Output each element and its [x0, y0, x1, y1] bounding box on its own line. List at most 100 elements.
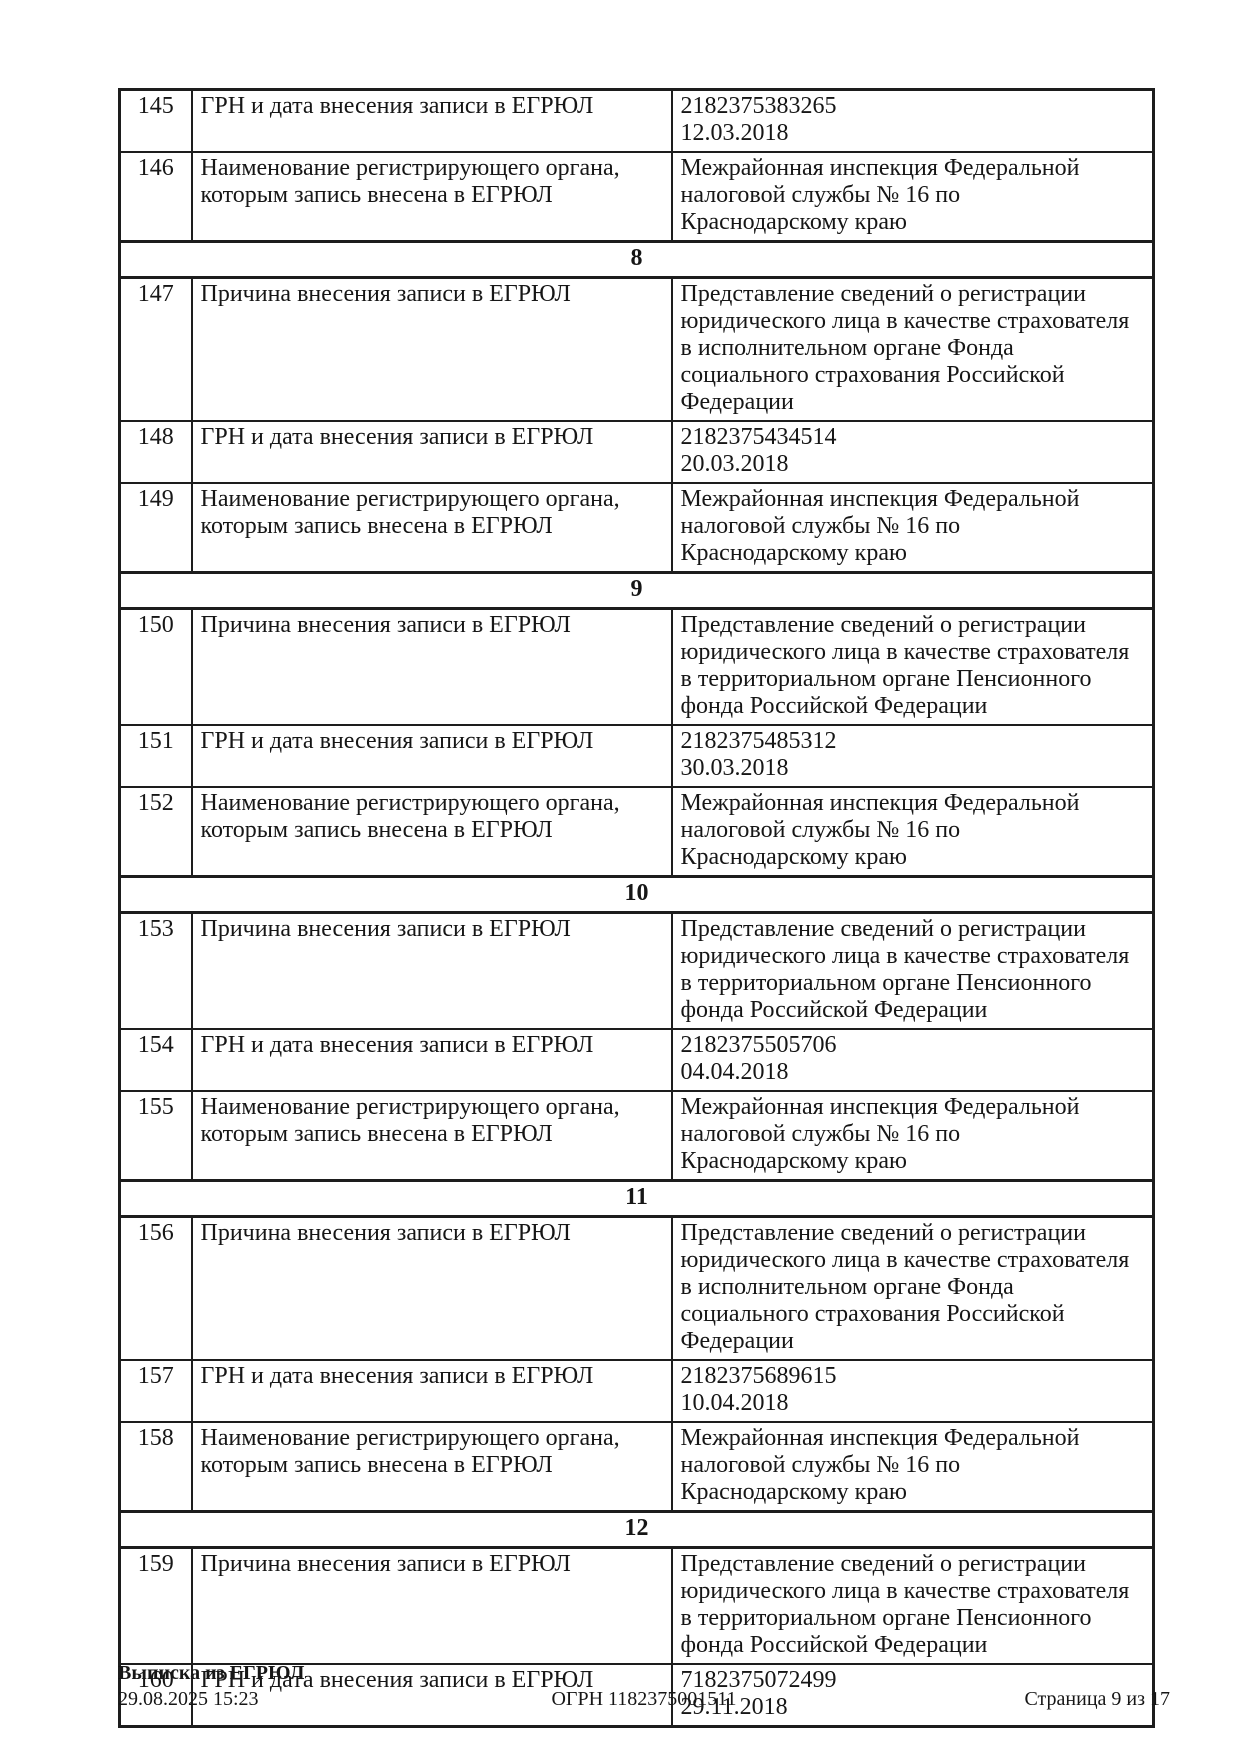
row-label: Наименование регистрирующего органа, кот… — [190, 1421, 673, 1513]
section-number: 8 — [118, 240, 1155, 279]
table-row: 151 ГРН и дата внесения записи в ЕГРЮЛ 2… — [118, 724, 1155, 788]
footer-left-block: Выписка из ЕГРЮЛ 29.08.2025 15:23 — [118, 1660, 1170, 1712]
table-row: 158 Наименование регистрирующего органа,… — [118, 1421, 1155, 1513]
value-line: Представление сведений о регистрации — [680, 281, 1086, 307]
row-value: Межрайонная инспекция Федеральной налогов… — [670, 1090, 1155, 1182]
value-line: Межрайонная инспекция Федеральной — [680, 155, 1080, 181]
table-row: 150 Причина внесения записи в ЕГРЮЛ Пред… — [118, 607, 1155, 726]
value-line: Межрайонная инспекция Федеральной — [680, 790, 1080, 816]
table-row: 159 Причина внесения записи в ЕГРЮЛ Пред… — [118, 1546, 1155, 1665]
row-number: 147 — [118, 276, 193, 422]
row-value: 2182375383265 12.03.2018 — [670, 88, 1155, 153]
row-number: 158 — [118, 1421, 193, 1513]
row-value: 2182375485312 30.03.2018 — [670, 724, 1155, 788]
row-label: Причина внесения записи в ЕГРЮЛ — [190, 276, 673, 422]
value-line: Межрайонная инспекция Федеральной — [680, 1425, 1080, 1451]
value-line: Представление сведений о регистрации — [680, 612, 1086, 638]
row-value: Представление сведений о регистрации юрид… — [670, 1546, 1155, 1665]
value-line: Краснодарскому краю — [680, 540, 907, 566]
section-row: 9 — [118, 571, 1155, 610]
value-line: юридического лица в качестве страховател… — [680, 1247, 1130, 1273]
section-row: 8 — [118, 240, 1155, 279]
row-label: Наименование регистрирующего органа, кот… — [190, 482, 673, 574]
row-label: Причина внесения записи в ЕГРЮЛ — [190, 911, 673, 1030]
section-row: 10 — [118, 875, 1155, 914]
row-value: 2182375689615 10.04.2018 — [670, 1359, 1155, 1423]
footer-ogrn: ОГРН 1182375001511 — [551, 1688, 737, 1710]
table-row: 147 Причина внесения записи в ЕГРЮЛ Пред… — [118, 276, 1155, 422]
value-line: 10.04.2018 — [680, 1390, 789, 1416]
row-number: 146 — [118, 151, 193, 243]
value-line: Краснодарскому краю — [680, 209, 907, 235]
value-line: в территориальном органе Пенсионного — [680, 970, 1092, 996]
section-number: 9 — [118, 571, 1155, 610]
section-row: 11 — [118, 1179, 1155, 1218]
value-line: 2182375434514 — [680, 424, 837, 450]
egrul-records-table: 145 ГРН и дата внесения записи в ЕГРЮЛ 2… — [118, 88, 1155, 1728]
value-line: 2182375485312 — [680, 728, 837, 754]
value-line: 2182375689615 — [680, 1363, 837, 1389]
value-line: юридического лица в качестве страховател… — [680, 308, 1130, 334]
table-row: 145 ГРН и дата внесения записи в ЕГРЮЛ 2… — [118, 88, 1155, 153]
value-line: налоговой службы № 16 по — [680, 817, 961, 843]
section-number: 11 — [118, 1179, 1155, 1218]
row-number: 151 — [118, 724, 193, 788]
value-line: Представление сведений о регистрации — [680, 1220, 1086, 1246]
value-line: 7182375072499 — [680, 1667, 837, 1693]
row-label: ГРН и дата внесения записи в ЕГРЮЛ — [190, 724, 673, 788]
value-line: Федерации — [680, 389, 794, 415]
row-label: Причина внесения записи в ЕГРЮЛ — [190, 1546, 673, 1665]
table-row: 149 Наименование регистрирующего органа,… — [118, 482, 1155, 574]
row-value: 2182375434514 20.03.2018 — [670, 420, 1155, 484]
value-line: Межрайонная инспекция Федеральной — [680, 486, 1080, 512]
value-line: в исполнительном органе Фонда — [680, 335, 1014, 361]
row-number: 150 — [118, 607, 193, 726]
table-row: 155 Наименование регистрирующего органа,… — [118, 1090, 1155, 1182]
value-line: фонда Российской Федерации — [680, 693, 988, 719]
value-line: налоговой службы № 16 по — [680, 1121, 961, 1147]
table-row: 154 ГРН и дата внесения записи в ЕГРЮЛ 2… — [118, 1028, 1155, 1092]
row-value: Представление сведений о регистрации юрид… — [670, 607, 1155, 726]
table-row: 152 Наименование регистрирующего органа,… — [118, 786, 1155, 878]
row-label: Наименование регистрирующего органа, кот… — [190, 151, 673, 243]
section-number: 10 — [118, 875, 1155, 914]
value-line: юридического лица в качестве страховател… — [680, 639, 1130, 665]
row-number: 145 — [118, 88, 193, 153]
table-row: 148 ГРН и дата внесения записи в ЕГРЮЛ 2… — [118, 420, 1155, 484]
value-line: социального страхования Российской — [680, 362, 1065, 388]
value-line: в исполнительном органе Фонда — [680, 1274, 1014, 1300]
value-line: Федерации — [680, 1328, 794, 1354]
value-line: фонда Российской Федерации — [680, 997, 988, 1023]
value-line: Краснодарскому краю — [680, 1479, 907, 1505]
row-number: 149 — [118, 482, 193, 574]
row-label: Причина внесения записи в ЕГРЮЛ — [190, 607, 673, 726]
table-row: 156 Причина внесения записи в ЕГРЮЛ Пред… — [118, 1215, 1155, 1361]
row-label: ГРН и дата внесения записи в ЕГРЮЛ — [190, 88, 673, 153]
row-label: ГРН и дата внесения записи в ЕГРЮЛ — [190, 1028, 673, 1092]
value-line: 20.03.2018 — [680, 451, 789, 477]
footer-timestamp: 29.08.2025 15:23 — [118, 1688, 259, 1710]
value-line: Представление сведений о регистрации — [680, 1551, 1086, 1577]
row-number: 156 — [118, 1215, 193, 1361]
row-value: Представление сведений о регистрации юрид… — [670, 276, 1155, 422]
row-label: ГРН и дата внесения записи в ЕГРЮЛ — [190, 1359, 673, 1423]
value-line: фонда Российской Федерации — [680, 1632, 988, 1658]
table-row: 160 ГРН и дата внесения записи в ЕГРЮЛ 7… — [118, 1663, 1155, 1728]
table-row: 146 Наименование регистрирующего органа,… — [118, 151, 1155, 243]
value-line: юридического лица в качестве страховател… — [680, 1578, 1130, 1604]
value-line: 2182375505706 — [680, 1032, 837, 1058]
value-line: 2182375383265 — [680, 93, 837, 119]
value-line: 29.11.2018 — [680, 1694, 788, 1720]
row-label: Наименование регистрирующего органа, кот… — [190, 786, 673, 878]
value-line: 12.03.2018 — [680, 120, 789, 146]
row-label: Наименование регистрирующего органа, кот… — [190, 1090, 673, 1182]
row-number: 148 — [118, 420, 193, 484]
footer-page-number: Страница 9 из 17 — [1024, 1688, 1170, 1710]
row-value: Межрайонная инспекция Федеральной налогов… — [670, 482, 1155, 574]
value-line: в территориальном органе Пенсионного — [680, 1605, 1092, 1631]
value-line: Представление сведений о регистрации — [680, 916, 1086, 942]
row-value: 7182375072499 29.11.2018 — [670, 1663, 1155, 1728]
table-row: 157 ГРН и дата внесения записи в ЕГРЮЛ 2… — [118, 1359, 1155, 1423]
row-number: 154 — [118, 1028, 193, 1092]
